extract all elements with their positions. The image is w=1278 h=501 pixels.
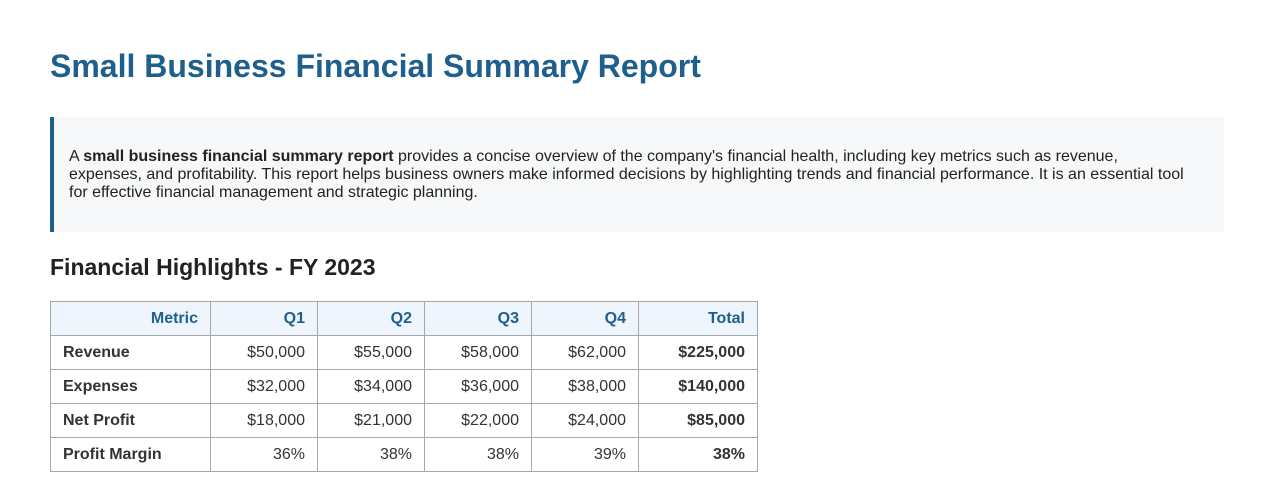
header-q4: Q4 xyxy=(531,301,639,336)
header-q2: Q2 xyxy=(317,301,425,336)
value-cell: $22,000 xyxy=(424,403,532,438)
value-cell: $24,000 xyxy=(531,403,639,438)
value-cell: $34,000 xyxy=(317,369,425,404)
section-title: Financial Highlights - FY 2023 xyxy=(50,254,376,280)
value-cell: $21,000 xyxy=(317,403,425,438)
financial-table: Metric Q1 Q2 Q3 Q4 Total Revenue $50,000 $… xyxy=(50,301,758,472)
intro-callout: A small business financial summary repor… xyxy=(50,117,1224,232)
metric-cell: Revenue xyxy=(50,335,211,370)
value-cell: $32,000 xyxy=(210,369,318,404)
header-total: Total xyxy=(638,301,758,336)
table-row: Revenue $50,000 $55,000 $58,000 $62,000 $225,… xyxy=(50,335,758,370)
value-cell: 38% xyxy=(424,437,532,472)
metric-cell: Net Profit xyxy=(50,403,211,438)
value-cell: $50,000 xyxy=(210,335,318,370)
total-cell: $85,000 xyxy=(638,403,758,438)
value-cell: $58,000 xyxy=(424,335,532,370)
metric-cell: Profit Margin xyxy=(50,437,211,472)
total-cell: $225,000 xyxy=(638,335,758,370)
value-cell: $36,000 xyxy=(424,369,532,404)
value-cell: $18,000 xyxy=(210,403,318,438)
value-cell: $55,000 xyxy=(317,335,425,370)
value-cell: $38,000 xyxy=(531,369,639,404)
value-cell: 38% xyxy=(317,437,425,472)
table-row: Profit Margin 36% 38% 38% 39% 38% xyxy=(50,437,758,472)
metric-cell: Expenses xyxy=(50,369,211,404)
value-cell: $62,000 xyxy=(531,335,639,370)
total-cell: 38% xyxy=(638,437,758,472)
page-title: Small Business Financial Summary Report xyxy=(50,48,701,84)
table-row: Expenses $32,000 $34,000 $36,000 $38,000 $140… xyxy=(50,369,758,404)
value-cell: 39% xyxy=(531,437,639,472)
intro-bold: small business financial summary report xyxy=(83,148,394,165)
intro-text: provides a concise overview of the compa… xyxy=(69,148,1184,201)
header-metric: Metric xyxy=(50,301,211,336)
intro-prefix: A xyxy=(69,148,84,165)
value-cell: 36% xyxy=(210,437,318,472)
table-header-row: Metric Q1 Q2 Q3 Q4 Total xyxy=(50,301,758,336)
table-row: Net Profit $18,000 $21,000 $22,000 $24,000 $8… xyxy=(50,403,758,438)
total-cell: $140,000 xyxy=(638,369,758,404)
header-q1: Q1 xyxy=(210,301,318,336)
header-q3: Q3 xyxy=(424,301,532,336)
